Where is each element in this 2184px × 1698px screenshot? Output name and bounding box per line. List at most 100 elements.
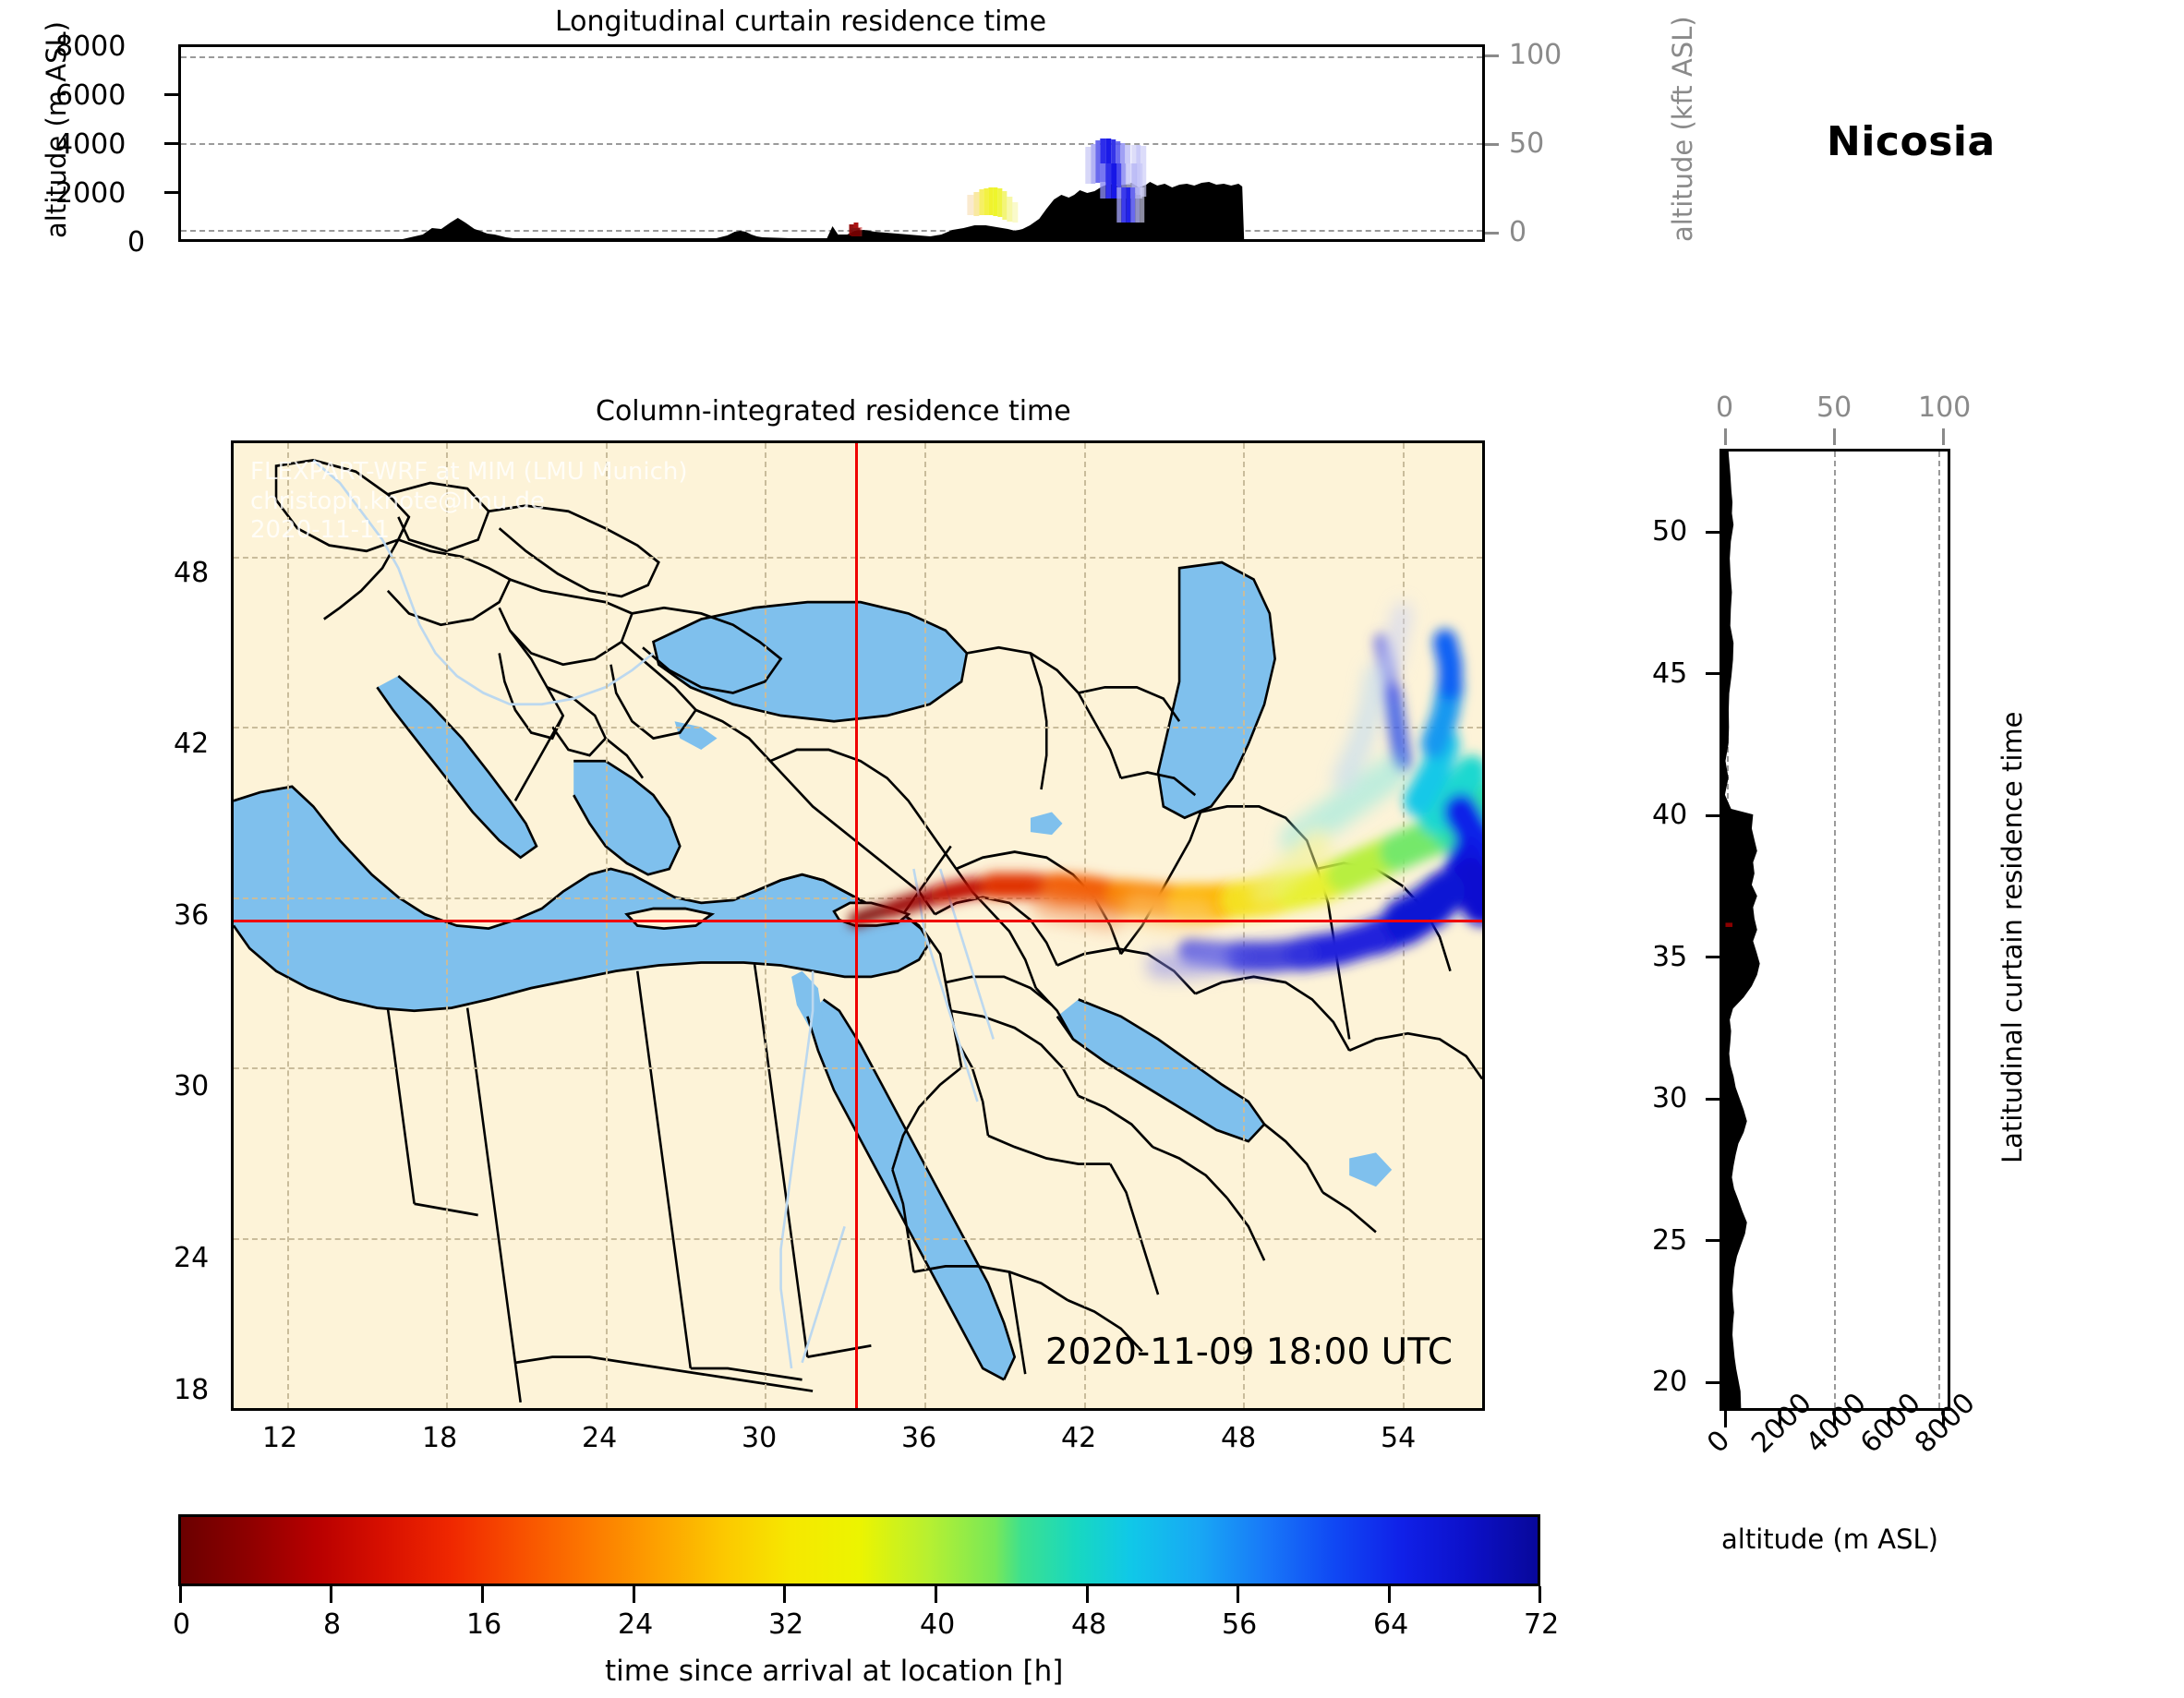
lon-y2tick-mark-100 <box>1485 54 1499 57</box>
map-ytick-24: 24 <box>174 1242 210 1274</box>
map-gridline-lon-12 <box>286 443 289 1408</box>
map-gridline-lon-42 <box>1083 443 1086 1408</box>
map-ytick-36: 36 <box>174 899 210 932</box>
crosshair-vertical <box>855 443 859 1408</box>
lat-x2tick-50: 50 <box>1816 391 1852 424</box>
lat-x2tick-100: 100 <box>1918 391 1972 424</box>
cbar-tick-mark-48 <box>1086 1586 1089 1603</box>
lat-panel-side-label: Latitudinal curtain residence time <box>1997 712 2184 1195</box>
cbar-tick-mark-32 <box>783 1586 786 1603</box>
lat-ytick-35: 35 <box>1652 941 1688 973</box>
cbar-tick-mark-16 <box>481 1586 484 1603</box>
lat-ytick-20: 20 <box>1652 1366 1688 1398</box>
lat-panel-side-label-text: Latitudinal curtain residence time <box>1997 711 2028 1164</box>
lat-x2tick-0: 0 <box>1716 391 1734 424</box>
cbar-tick-mark-40 <box>935 1586 937 1603</box>
lat-xtick-mark-8000 <box>1942 1411 1945 1427</box>
lat-ytick-mark-50 <box>1706 531 1719 534</box>
map-gridline-lon-18 <box>446 443 449 1408</box>
cbar-tick-mark-0 <box>179 1586 182 1603</box>
map-xtick-36: 36 <box>901 1422 937 1454</box>
plume-patch-dark-red <box>849 223 863 236</box>
lon-ytick-mark-4000 <box>164 142 178 145</box>
crosshair-horizontal <box>234 920 1482 923</box>
map-ytick-30: 30 <box>174 1070 210 1102</box>
map-xtick-42: 42 <box>1061 1422 1097 1454</box>
map-gridline-lon-24 <box>605 443 608 1408</box>
lat-ytick-25: 25 <box>1652 1224 1688 1257</box>
lat-xtick-mark-6000 <box>1888 1411 1890 1427</box>
cbar-tick-48: 48 <box>1071 1608 1107 1641</box>
lat-xtick-mark-0 <box>1724 1411 1727 1427</box>
longitudinal-panel-title: Longitudinal curtain residence time <box>555 6 1047 38</box>
watermark-text: FLEXPART-WRF at MIM (LMU Munich) christo… <box>250 458 688 545</box>
lon-ytick-8000: 8000 <box>55 30 127 63</box>
terrain-silhouette-latitudinal <box>1722 452 1760 1408</box>
lat-ytick-30: 30 <box>1652 1082 1688 1114</box>
lon-y2tick-50: 50 <box>1509 127 1545 160</box>
map-gridline-lon-48 <box>1243 443 1246 1408</box>
page-title: Nicosia <box>1827 118 1996 165</box>
lat-xtick-8000: 8000 <box>1909 1387 1982 1469</box>
lat-ytick-mark-30 <box>1706 1098 1719 1101</box>
lat-xtick-0: 0 <box>1701 1424 1736 1469</box>
map-panel-title: Column-integrated residence time <box>596 395 1071 428</box>
map-xtick-54: 54 <box>1381 1422 1417 1454</box>
lat-ytick-mark-20 <box>1706 1381 1719 1384</box>
cbar-tick-mark-56 <box>1237 1586 1239 1603</box>
longitudinal-ylabel-right-text: altitude (kft ASL) <box>1667 16 1698 242</box>
plume-column-integrated <box>848 602 1482 979</box>
lon-y2tick-0: 0 <box>1509 216 1527 248</box>
latitudinal-curtain-plot[interactable] <box>1719 449 1950 1411</box>
longitudinal-ylabel-left: altitude (m ASL) <box>41 21 258 270</box>
lon-ytick-4000: 4000 <box>55 128 127 161</box>
cbar-tick-72: 72 <box>1524 1608 1560 1641</box>
lat-ytick-45: 45 <box>1652 657 1688 690</box>
lat-xtick-0-text: 0 <box>1701 1424 1737 1460</box>
lon-ytick-0: 0 <box>127 226 146 259</box>
cbar-tick-40: 40 <box>920 1608 956 1641</box>
colorbar-label: time since arrival at location [h] <box>605 1655 1064 1688</box>
column-integrated-map[interactable]: FLEXPART-WRF at MIM (LMU Munich) christo… <box>231 440 1485 1411</box>
map-xtick-12: 12 <box>262 1422 298 1454</box>
lat-x2tick-mark-0 <box>1724 428 1727 445</box>
cbar-tick-0: 0 <box>173 1608 191 1641</box>
lon-ytick-mark-6000 <box>164 93 178 96</box>
map-xtick-24: 24 <box>582 1422 618 1454</box>
lat-ytick-mark-25 <box>1706 1239 1719 1242</box>
lat-ytick-mark-40 <box>1706 814 1719 817</box>
map-gridline-lon-30 <box>765 443 767 1408</box>
cbar-tick-mark-64 <box>1388 1586 1391 1603</box>
lat-ytick-mark-45 <box>1706 672 1719 675</box>
lat-xtick-mark-2000 <box>1779 1411 1781 1427</box>
gridline-alt-4000 <box>1833 452 1836 1408</box>
plume-patch-yellow <box>967 187 1019 223</box>
map-ytick-42: 42 <box>174 728 210 760</box>
longitudinal-curtain-plot[interactable] <box>178 44 1485 242</box>
cbar-tick-mark-72 <box>1538 1586 1541 1603</box>
lon-y2tick-mark-0 <box>1485 232 1499 235</box>
lat-ytick-mark-35 <box>1706 956 1719 958</box>
gridline-alt-7900 <box>1938 452 1941 1408</box>
lat-x2tick-mark-100 <box>1942 428 1945 445</box>
gridline-alt-7600 <box>181 56 1482 59</box>
latitudinal-plot-clip <box>1722 452 1948 1408</box>
plume-patch-blue <box>1085 138 1147 223</box>
map-date-stamp: 2020-11-09 18:00 UTC <box>1044 1331 1453 1373</box>
lon-y2tick-mark-50 <box>1485 143 1499 146</box>
map-clip: FLEXPART-WRF at MIM (LMU Munich) christo… <box>234 443 1482 1408</box>
cbar-tick-64: 64 <box>1373 1608 1409 1641</box>
lat-xtick-mark-4000 <box>1833 1411 1836 1427</box>
colorbar[interactable] <box>178 1514 1540 1586</box>
lon-ytick-mark-2000 <box>164 191 178 194</box>
cbar-tick-mark-24 <box>633 1586 635 1603</box>
map-xtick-48: 48 <box>1221 1422 1257 1454</box>
map-xtick-30: 30 <box>742 1422 778 1454</box>
cbar-tick-24: 24 <box>618 1608 654 1641</box>
longitudinal-ylabel-right: altitude (kft ASL) <box>1667 16 1893 273</box>
map-ytick-18: 18 <box>174 1374 210 1406</box>
lon-y2tick-100: 100 <box>1509 39 1563 71</box>
gridline-alt-4000 <box>181 143 1482 145</box>
map-gridline-lon-36 <box>923 443 926 1408</box>
plume-marker-latitudinal <box>1725 922 1733 927</box>
